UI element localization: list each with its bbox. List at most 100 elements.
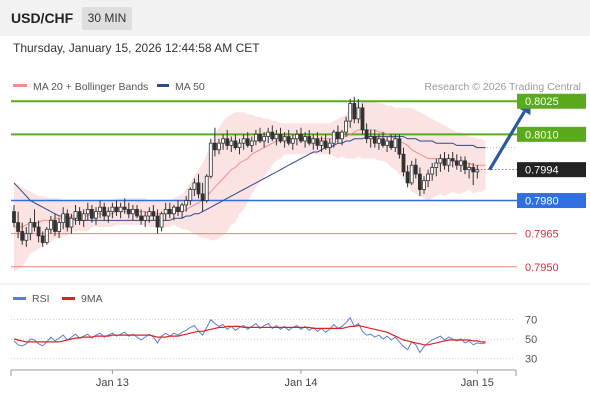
candle-bearish <box>65 213 70 228</box>
candle-bearish <box>335 131 340 140</box>
ma50-legend-swatch <box>157 84 169 87</box>
candle-bullish <box>237 142 242 148</box>
candle-bullish <box>319 140 324 146</box>
candle-bearish <box>450 158 455 162</box>
candle-bullish <box>229 140 234 146</box>
minor-level-label-0.7965: 0.7965 <box>525 229 559 241</box>
ma20-legend-swatch <box>13 84 27 87</box>
rsi-panel: 70 50 30 <box>11 315 537 365</box>
candle-bearish <box>32 222 37 228</box>
chart-datetime: Thursday, January 15, 2026 12:44:58 AM C… <box>13 41 260 55</box>
candle-bearish <box>454 160 459 166</box>
candle-bullish <box>85 208 90 215</box>
rsi-line <box>13 316 486 354</box>
support-label-box-0.7980 <box>517 193 586 209</box>
candle-bearish <box>442 158 447 166</box>
candle-bullish <box>344 120 349 133</box>
candle-bullish <box>208 142 213 177</box>
rsi-tick-label: 30 <box>525 353 537 365</box>
candle-bearish <box>40 235 45 243</box>
candle-bearish <box>389 140 394 148</box>
candle-bearish <box>36 226 41 237</box>
candle-bearish <box>286 136 291 144</box>
candle-bearish <box>102 206 107 217</box>
rsi-legend-label: RSI <box>32 293 50 305</box>
candle-bearish <box>471 167 476 173</box>
candle-bullish <box>294 133 299 140</box>
candle-bearish <box>245 138 250 146</box>
candle-bearish <box>401 153 406 173</box>
candle-bullish <box>249 140 254 146</box>
candle-bearish <box>417 173 422 190</box>
candle-bearish <box>122 206 127 210</box>
candle-bearish <box>364 129 369 140</box>
candlesticks <box>12 96 480 247</box>
candle-bullish <box>106 211 111 217</box>
candle-bullish <box>438 158 443 164</box>
timeframe-button[interactable]: 30 MIN <box>82 7 132 30</box>
candle-bearish <box>90 208 94 219</box>
candle-bullish <box>303 136 308 142</box>
candle-bullish <box>422 180 426 190</box>
candle-bullish <box>110 206 115 212</box>
candle-bearish <box>299 133 303 142</box>
candle-bearish <box>270 131 275 140</box>
candle-bearish <box>360 107 365 131</box>
ma20-legend-label: MA 20 + Bollinger Bands <box>33 81 148 93</box>
candle-bearish <box>413 164 418 175</box>
candle-bearish <box>135 208 139 217</box>
candle-bullish <box>458 160 463 166</box>
candle-bearish <box>225 138 230 146</box>
candle-bullish <box>57 222 61 232</box>
candle-bearish <box>176 206 180 212</box>
candle-bearish <box>372 136 377 144</box>
candle-bearish <box>155 215 160 228</box>
candle-bullish <box>356 107 361 120</box>
level-labels: 0.8025 0.8010 0.7994 0.7980 0.7965 0.7950 <box>517 93 586 274</box>
candle-bullish <box>24 233 29 241</box>
candle-bullish <box>430 167 435 175</box>
candle-bullish <box>147 211 152 217</box>
candle-bullish <box>348 103 353 122</box>
resistance-label-0.8010: 0.8010 <box>525 129 559 141</box>
last-price-label: 0.7994 <box>525 165 559 177</box>
candle-bullish <box>262 136 267 142</box>
candle-bullish <box>44 228 49 243</box>
candle-bullish <box>282 136 287 142</box>
candle-bearish <box>397 138 402 155</box>
ma50-line <box>13 136 486 221</box>
rsi-ma9-line <box>13 324 486 346</box>
time-axis: Jan 13 Jan 14 Jan 15 <box>10 369 517 389</box>
candle-bullish <box>163 208 168 215</box>
candle-bullish <box>331 131 336 144</box>
resistance-label-0.8025: 0.8025 <box>525 96 559 108</box>
copyright-text: Research © 2026 Trading Central <box>424 81 581 93</box>
x-tick-label: Jan 15 <box>461 377 494 389</box>
candle-bullish <box>217 142 221 151</box>
support-label-0.7980: 0.7980 <box>525 196 559 208</box>
candle-bullish <box>274 133 279 140</box>
candle-bearish <box>167 208 172 215</box>
candle-bullish <box>340 131 344 140</box>
rsi-ma-legend-label: 9MA <box>81 293 103 305</box>
x-tick-label: Jan 13 <box>96 377 129 389</box>
symbol-title: USD/CHF <box>11 10 74 26</box>
candle-bullish <box>311 138 316 144</box>
candle-bullish <box>171 206 176 215</box>
candle-bearish <box>233 140 238 148</box>
candle-bullish <box>81 213 86 221</box>
minor-level-label-0.7950: 0.7950 <box>525 262 559 274</box>
candle-bullish <box>221 138 226 144</box>
candle-bullish <box>28 222 33 235</box>
candle-bearish <box>463 160 467 171</box>
candle-bearish <box>315 138 320 146</box>
candle-bearish <box>126 208 131 215</box>
candle-bullish <box>253 133 258 142</box>
candle-bearish <box>352 103 357 120</box>
candle-bullish <box>204 175 209 201</box>
candle-bullish <box>393 138 398 148</box>
last-price-label-box <box>517 162 586 178</box>
rsi-ma-legend-swatch <box>62 297 75 300</box>
candle-bullish <box>184 200 189 206</box>
candle-bullish <box>241 138 246 144</box>
